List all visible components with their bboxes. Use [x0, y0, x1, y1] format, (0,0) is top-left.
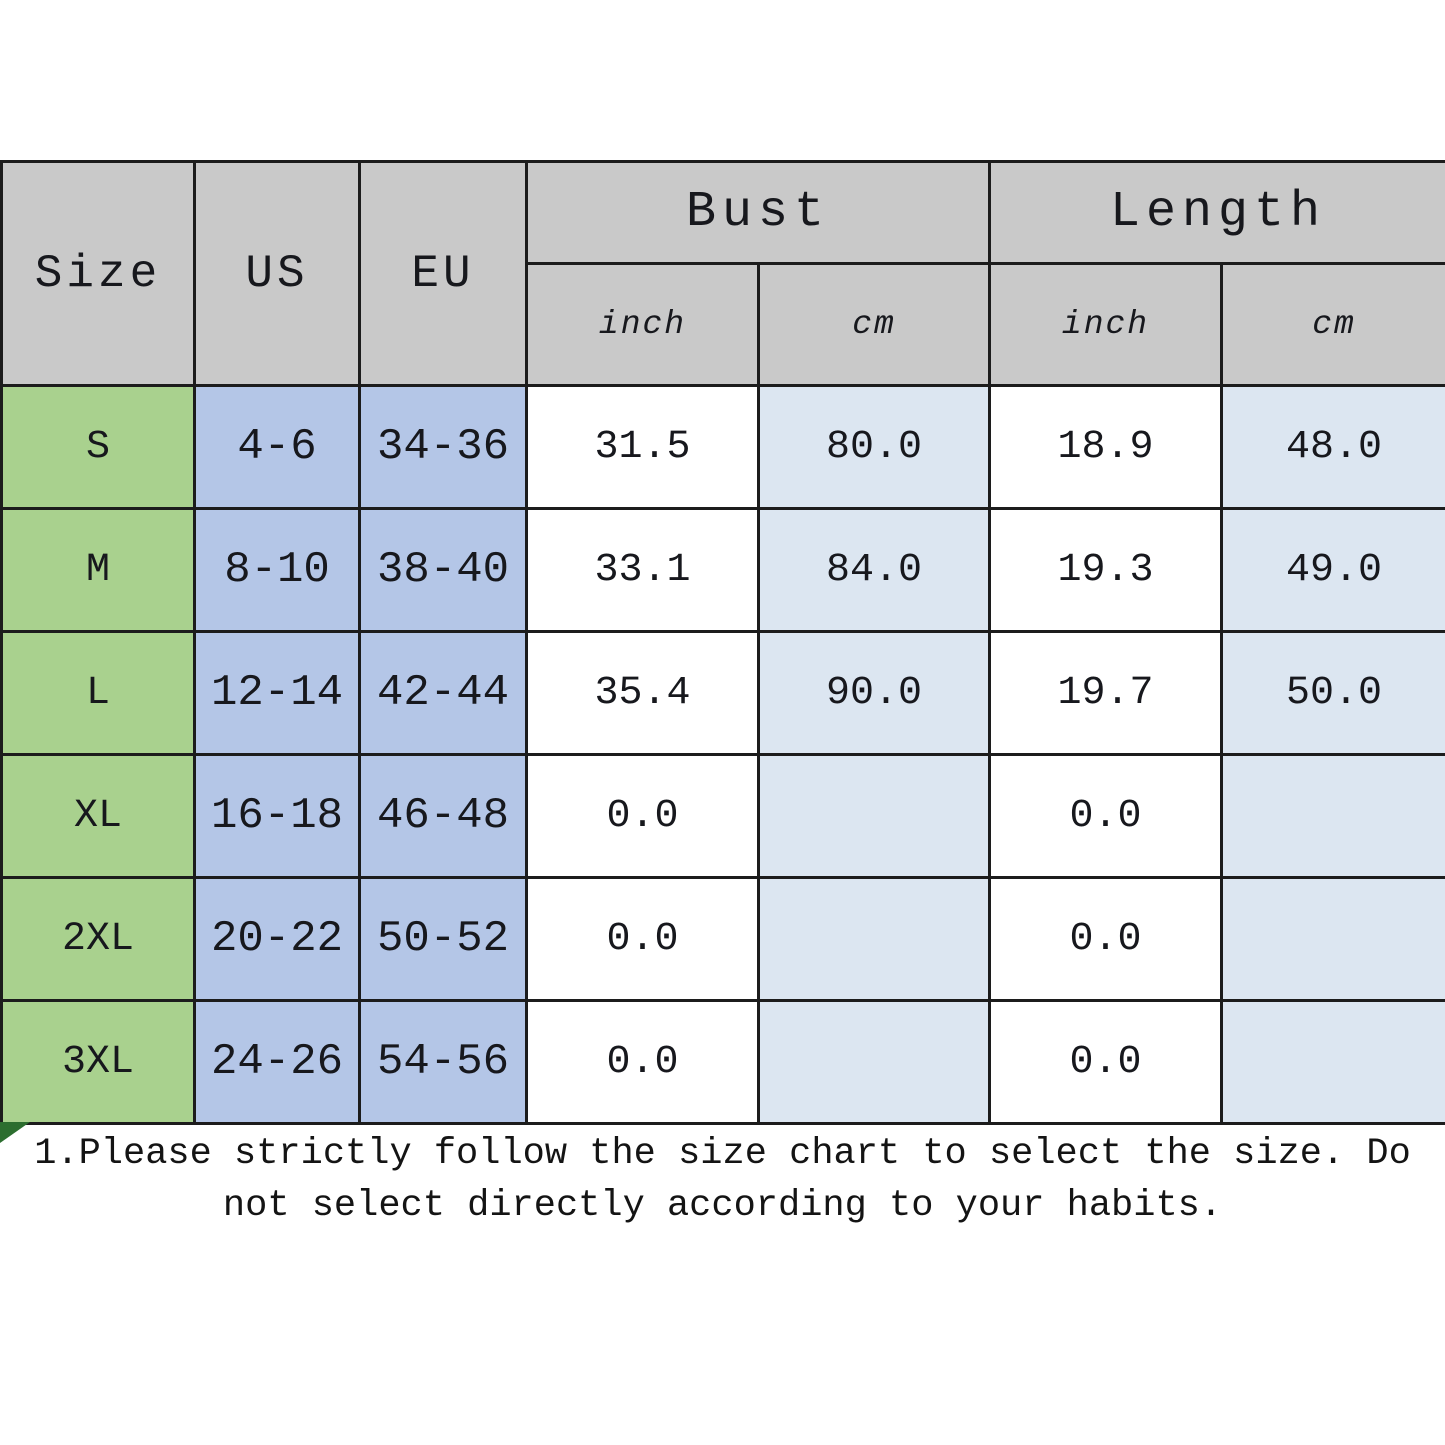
length-inch-cell: 19.7	[988, 630, 1223, 756]
bust-inch-cell: 0.0	[525, 753, 760, 879]
us-cell: 12-14	[193, 630, 361, 756]
bust-inch-cell: 33.1	[525, 507, 760, 633]
length-inch-cell: 18.9	[988, 384, 1223, 510]
size-cell: S	[0, 384, 196, 510]
table-row-2xl: 2XL 20-22 50-52 0.0 0.0	[0, 876, 1445, 1002]
eu-cell: 38-40	[358, 507, 528, 633]
bust-cm-cell	[757, 753, 991, 879]
size-cell: L	[0, 630, 196, 756]
header-group-row: Size US EU Bust Length	[0, 160, 1445, 387]
header-length-cm: cm	[1220, 262, 1445, 387]
header-bust-cm: cm	[757, 262, 991, 387]
length-cm-cell: 50.0	[1220, 630, 1445, 756]
header-bust: Bust	[525, 160, 991, 265]
header-size: Size	[0, 160, 196, 387]
us-cell: 8-10	[193, 507, 361, 633]
bust-inch-cell: 31.5	[525, 384, 760, 510]
eu-cell: 54-56	[358, 999, 528, 1125]
bust-inch-cell: 0.0	[525, 876, 760, 1002]
size-chart-table: Size US EU Bust Length inch cm inch cm S…	[0, 160, 1445, 1125]
eu-cell: 42-44	[358, 630, 528, 756]
header-us: US	[193, 160, 361, 387]
eu-cell: 50-52	[358, 876, 528, 1002]
header-bust-inch: inch	[525, 262, 760, 387]
bust-cm-cell: 84.0	[757, 507, 991, 633]
size-cell: M	[0, 507, 196, 633]
length-inch-cell: 0.0	[988, 876, 1223, 1002]
table-row-m: M 8-10 38-40 33.1 84.0 19.3 49.0	[0, 507, 1445, 633]
length-cm-cell: 49.0	[1220, 507, 1445, 633]
table-row-xl: XL 16-18 46-48 0.0 0.0	[0, 753, 1445, 879]
eu-cell: 46-48	[358, 753, 528, 879]
bust-cm-cell: 90.0	[757, 630, 991, 756]
length-cm-cell	[1220, 753, 1445, 879]
length-cm-cell	[1220, 999, 1445, 1125]
size-chart-note: 1.Please strictly follow the size chart …	[34, 1133, 1411, 1227]
header-eu: EU	[358, 160, 528, 387]
bust-inch-cell: 35.4	[525, 630, 760, 756]
length-inch-cell: 19.3	[988, 507, 1223, 633]
bust-cm-cell	[757, 876, 991, 1002]
bust-cm-cell: 80.0	[757, 384, 991, 510]
header-length-inch: inch	[988, 262, 1223, 387]
us-cell: 24-26	[193, 999, 361, 1125]
table-row-3xl: 3XL 24-26 54-56 0.0 0.0	[0, 999, 1445, 1125]
table-row-s: S 4-6 34-36 31.5 80.0 18.9 48.0	[0, 384, 1445, 510]
header-length: Length	[988, 160, 1445, 265]
length-inch-cell: 0.0	[988, 999, 1223, 1125]
us-cell: 20-22	[193, 876, 361, 1002]
length-inch-cell: 0.0	[988, 753, 1223, 879]
eu-cell: 34-36	[358, 384, 528, 510]
table-row-l: L 12-14 42-44 35.4 90.0 19.7 50.0	[0, 630, 1445, 756]
length-cm-cell: 48.0	[1220, 384, 1445, 510]
size-cell: 3XL	[0, 999, 196, 1125]
us-cell: 16-18	[193, 753, 361, 879]
header-sub-row: inch cm inch cm	[2, 262, 1445, 387]
size-cell: XL	[0, 753, 196, 879]
bust-cm-cell	[757, 999, 991, 1125]
length-cm-cell	[1220, 876, 1445, 1002]
bust-inch-cell: 0.0	[525, 999, 760, 1125]
size-cell: 2XL	[0, 876, 196, 1002]
us-cell: 4-6	[193, 384, 361, 510]
